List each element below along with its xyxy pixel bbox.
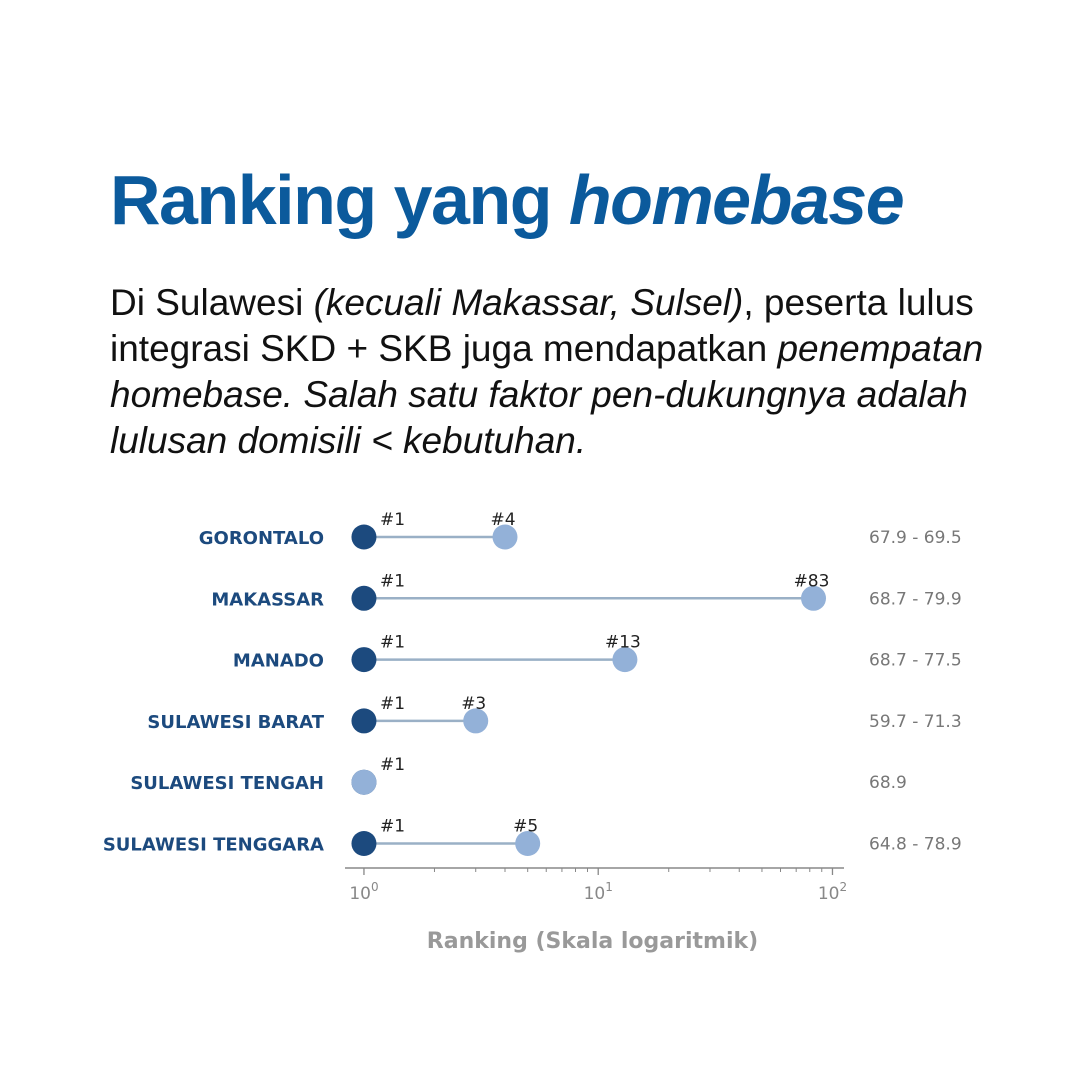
worst-rank-label: #5 xyxy=(513,817,538,837)
page-title: Ranking yang homebase xyxy=(110,160,905,240)
score-range-label: 68.9 xyxy=(869,773,907,793)
score-range-label: 68.7 - 77.5 xyxy=(869,651,962,671)
category-label: GORONTALO xyxy=(199,528,324,549)
tick-base: 10 xyxy=(818,884,840,904)
tick-base: 10 xyxy=(349,884,371,904)
x-axis-tick-label: 102 xyxy=(818,880,847,904)
score-range-label: 59.7 - 71.3 xyxy=(869,712,962,732)
score-range-label: 64.8 - 78.9 xyxy=(869,835,962,855)
tick-exponent: 0 xyxy=(371,880,379,894)
tick-exponent: 1 xyxy=(605,880,613,894)
worst-rank-label: #3 xyxy=(461,694,486,714)
worst-rank-dot xyxy=(612,647,638,673)
x-axis-title: Ranking (Skala logaritmik) xyxy=(427,929,758,954)
description-part-4: penempatan homebase. Salah satu faktor p… xyxy=(110,328,984,461)
best-rank-label: #1 xyxy=(380,817,405,837)
best-rank-label: #1 xyxy=(380,694,405,714)
score-range-label: 67.9 - 69.5 xyxy=(869,528,962,548)
description-part-2: (kecuali Makassar, Sulsel) xyxy=(313,282,744,323)
worst-rank-dot xyxy=(515,831,541,856)
best-rank-dot xyxy=(351,831,377,856)
best-rank-dot xyxy=(351,647,377,673)
title-regular: Ranking yang xyxy=(110,161,569,239)
category-label: MANADO xyxy=(233,651,324,672)
x-axis-tick-label: 100 xyxy=(349,880,378,904)
worst-rank-label: #4 xyxy=(490,510,515,530)
worst-rank-label: #13 xyxy=(605,633,641,653)
category-label: SULAWESI TENGGARA xyxy=(103,835,324,856)
tick-exponent: 2 xyxy=(839,880,847,894)
best-rank-dot xyxy=(351,708,377,734)
best-rank-dot xyxy=(351,524,377,550)
title-italic: homebase xyxy=(568,161,905,239)
worst-rank-dot xyxy=(463,708,489,734)
worst-rank-dot xyxy=(801,585,827,611)
best-rank-label: #1 xyxy=(380,571,405,591)
description-part-1: Di Sulawesi xyxy=(110,282,314,323)
worst-rank-dot xyxy=(351,769,377,795)
worst-rank-dot xyxy=(492,524,518,550)
worst-rank-label: #83 xyxy=(794,571,830,591)
best-rank-label: #1 xyxy=(380,633,405,653)
category-label: MAKASSAR xyxy=(211,589,324,610)
tick-base: 10 xyxy=(584,884,606,904)
category-label: SULAWESI BARAT xyxy=(147,712,324,733)
best-rank-label: #1 xyxy=(380,510,405,530)
x-axis-tick-label: 101 xyxy=(584,880,613,904)
score-range-label: 68.7 - 79.9 xyxy=(869,589,962,609)
best-rank-label: #1 xyxy=(380,755,405,775)
best-rank-dot xyxy=(351,585,377,611)
description-part-3: , peserta lulus integrasi SKD + SKB juga… xyxy=(110,282,974,369)
description: Di Sulawesi (kecuali Makassar, Sulsel), … xyxy=(110,280,990,464)
category-label: SULAWESI TENGAH xyxy=(130,773,324,794)
